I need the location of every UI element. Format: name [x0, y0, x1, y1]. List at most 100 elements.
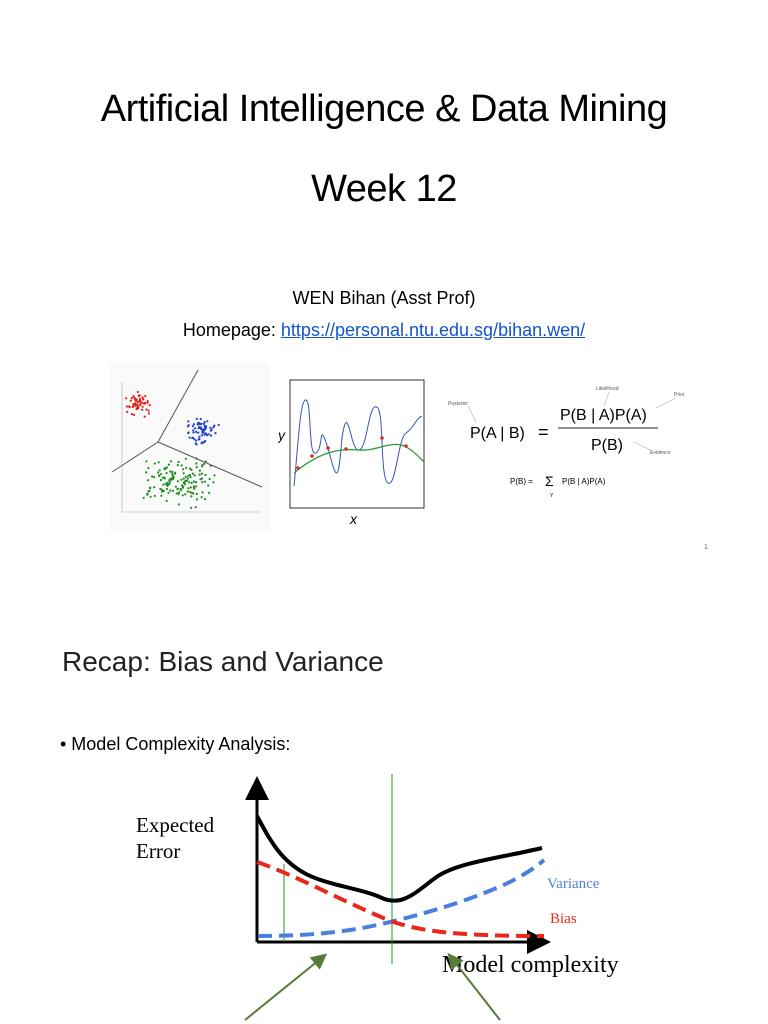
evidence-annotation: Evidence: [650, 450, 671, 456]
scatter-dot: [148, 404, 151, 407]
scatter-dot: [146, 493, 149, 496]
scatter-dot: [197, 431, 200, 434]
scatter-dot: [204, 432, 207, 435]
y-axis-label-line1: Expected: [136, 813, 215, 837]
scatter-dot: [182, 477, 185, 480]
scatter-dot: [195, 439, 198, 442]
variance-legend-label: Variance: [547, 876, 600, 892]
scatter-dot: [183, 483, 186, 486]
scatter-dot: [125, 397, 128, 400]
slide-subtitle: Week 12: [311, 168, 457, 210]
scatter-dot: [128, 406, 131, 409]
scatter-dot: [147, 409, 150, 412]
y-axis-label-line2: Error: [136, 839, 180, 863]
scatter-dot: [198, 473, 201, 476]
scatter-dot: [159, 478, 163, 482]
scatter-dot: [151, 475, 154, 478]
scatter-dot: [186, 490, 189, 493]
bayes-lhs: P(A | B): [470, 425, 525, 442]
scatter-dot: [203, 426, 207, 430]
scatter-dot: [163, 467, 166, 470]
scatter-dot: [199, 417, 202, 421]
scatter-dot: [153, 486, 156, 489]
scatter-dot: [207, 484, 210, 487]
scatter-dot: [176, 464, 179, 467]
scatter-dot: [141, 408, 144, 411]
scatter-dot: [145, 460, 148, 463]
scatter-dot: [168, 482, 171, 486]
scatter-dot: [142, 496, 145, 499]
bias-curve: [256, 860, 545, 938]
sum-symbol: Σ: [545, 473, 554, 489]
scatter-dot: [201, 481, 204, 484]
scatter-dot: [130, 413, 133, 416]
scatter-dot: [208, 491, 211, 494]
scatter-dot: [194, 481, 198, 484]
clustering-scatter-image: [110, 362, 270, 532]
scatter-dot: [177, 503, 180, 506]
scatter-dot: [189, 491, 192, 494]
scatter-dot: [153, 476, 156, 479]
scatter-dot: [136, 390, 139, 394]
scatter-dot: [168, 479, 171, 482]
scatter-dot: [188, 474, 191, 477]
scatter-dot: [200, 434, 204, 437]
scatter-dot: [194, 430, 198, 433]
scatter-dot: [201, 465, 204, 468]
scatter-dot: [210, 428, 213, 431]
scatter-dot: [153, 462, 156, 465]
scatter-dot: [180, 464, 183, 467]
scatter-dot: [171, 470, 174, 474]
x-axis-label: Model complexity: [442, 952, 619, 978]
scatter-dot: [147, 490, 150, 493]
scatter-dot: [203, 480, 207, 483]
curve-fit-plot: y x: [278, 379, 425, 527]
homepage-line: Homepage: https://personal.ntu.edu.sg/bi…: [0, 320, 768, 341]
scatter-dot: [133, 413, 136, 416]
scatter-dot: [188, 481, 191, 484]
scatter-dot: [129, 399, 132, 402]
scatter-dot: [214, 432, 217, 435]
slide-heading: Recap: Bias and Variance: [62, 646, 384, 677]
bias-legend-label: Bias: [550, 911, 577, 927]
scatter-dot: [198, 469, 201, 472]
scatter-dot: [190, 495, 193, 498]
scatter-dot: [192, 480, 196, 483]
content-slide: Recap: Bias and Variance • Model Complex…: [0, 590, 768, 1024]
scatter-dot: [134, 398, 137, 401]
scatter-dot: [217, 423, 220, 427]
scatter-dot: [164, 482, 167, 485]
scatter-dot: [153, 494, 156, 497]
scatter-dot: [179, 487, 182, 490]
scatter-dot: [191, 425, 194, 428]
scatter-dot: [182, 468, 185, 471]
scatter-dot: [177, 493, 180, 496]
scatter-dot: [149, 487, 152, 490]
homepage-link[interactable]: https://personal.ntu.edu.sg/bihan.wen/: [280, 320, 586, 340]
sum-index: Y: [550, 493, 554, 499]
bayes-denominator: P(B): [591, 437, 623, 454]
scatter-dot: [207, 433, 210, 436]
scatter-dot: [132, 395, 135, 398]
bias-variance-diagram: Expected Error Model complexity Variance…: [136, 774, 619, 1021]
scatter-dot: [201, 491, 204, 494]
scatter-dot: [141, 405, 144, 408]
bayes-formula: P(A | B) = P(B | A)P(A) P(B) Posterior L…: [448, 386, 685, 499]
scatter-dot: [196, 423, 199, 426]
scatter-dot: [186, 479, 189, 482]
scatter-dot: [189, 476, 192, 479]
scatter-dot: [190, 481, 193, 484]
scatter-dot: [194, 506, 197, 509]
bullet-model-complexity: • Model Complexity Analysis:: [60, 734, 291, 754]
scatter-dot: [202, 422, 205, 425]
scatter-dot: [190, 468, 193, 471]
scatter-dot: [204, 425, 208, 428]
marginal-lhs: P(B) =: [510, 477, 533, 486]
scatter-dot: [162, 489, 165, 492]
scatter-dot: [147, 412, 151, 415]
scatter-dot: [130, 397, 133, 400]
scatter-dot: [199, 427, 202, 430]
scatter-dot: [209, 426, 212, 429]
scatter-dot: [143, 402, 146, 405]
scatter-dot: [175, 492, 178, 495]
